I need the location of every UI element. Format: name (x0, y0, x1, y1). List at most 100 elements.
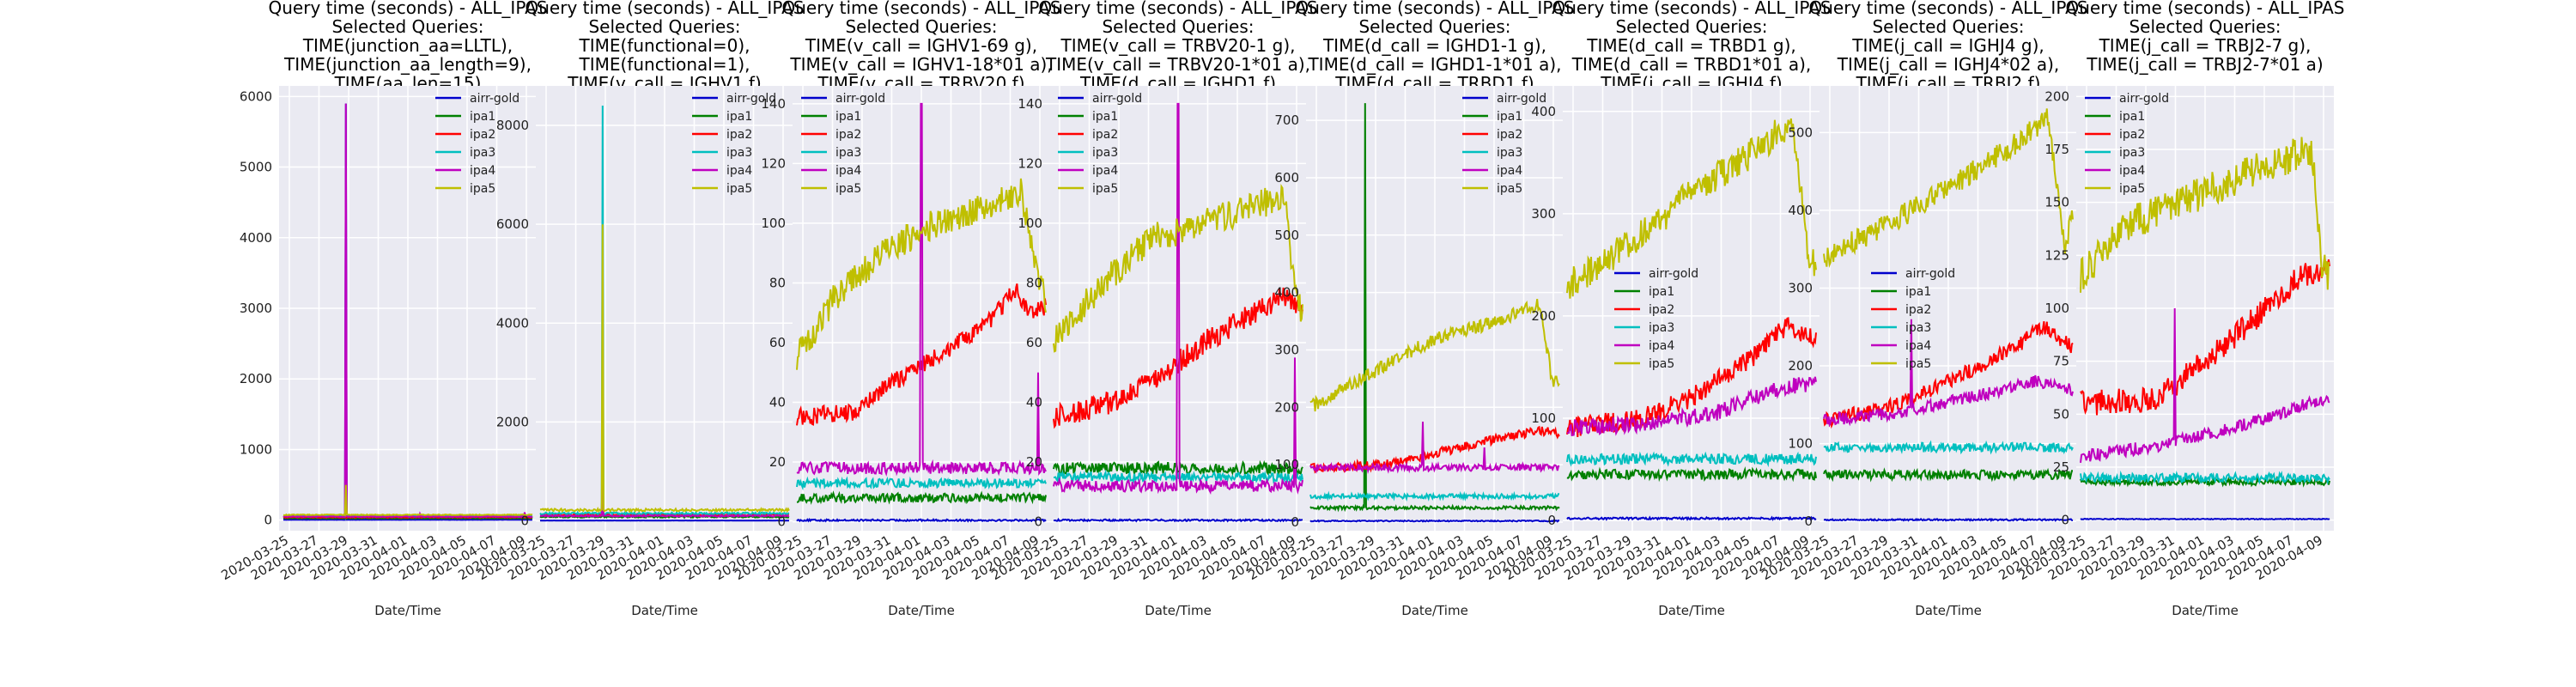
chart-title-line: Selected Queries: (1872, 16, 2024, 37)
x-axis-label: Date/Time (1401, 603, 1468, 618)
y-tick-label: 20 (769, 454, 786, 470)
legend-label: ipa3 (1905, 321, 1931, 335)
series-line-ipa4 (1309, 421, 1560, 475)
x-axis-label: Date/Time (631, 603, 698, 618)
legend: airr-gold ipa1 ipa2 ipa3 ipa4 ipa5 (435, 92, 519, 196)
series-line-ipa3 (1309, 490, 1560, 502)
series-line-ipa4 (2080, 307, 2330, 464)
legend-label: ipa5 (835, 182, 861, 196)
chart-title-line: TIME(functional=0), (579, 35, 750, 56)
y-tick-label: 60 (769, 335, 786, 350)
legend-label: ipa1 (1497, 110, 1522, 124)
legend-label: airr-gold (1092, 92, 1142, 106)
series-line-ipa2 (2080, 257, 2330, 416)
series-line-ipa5 (1566, 118, 1817, 299)
legend-label: airr-gold (470, 92, 519, 106)
legend-label: ipa2 (835, 128, 861, 142)
legend-label: ipa4 (1649, 339, 1674, 353)
chart-title-line: Query time (seconds) - ALL_IPAS (782, 0, 1061, 18)
y-tick-label: 100 (1531, 410, 1556, 426)
y-tick-label: 60 (1026, 335, 1042, 350)
legend: airr-gold ipa1 ipa2 ipa3 ipa4 ipa5 (1462, 92, 1546, 196)
legend-label: ipa1 (1649, 285, 1674, 299)
legend-label: ipa4 (835, 164, 861, 178)
legend: airr-gold ipa1 ipa2 ipa3 ipa4 ipa5 (2085, 92, 2169, 196)
legend-label: ipa2 (1905, 303, 1931, 317)
chart-title-line: Selected Queries: (1102, 16, 1254, 37)
y-tick-label: 700 (1274, 112, 1299, 128)
chart-title-line: Query time (seconds) - ALL_IPAS (1296, 0, 1575, 18)
x-axis-label: Date/Time (2172, 603, 2239, 618)
legend-label: ipa1 (835, 110, 861, 124)
y-tick-label: 8000 (496, 118, 529, 133)
y-tick-label: 120 (1018, 155, 1042, 171)
legend-label: ipa3 (470, 146, 495, 160)
legend-label: ipa1 (2119, 110, 2145, 124)
y-tick-label: 100 (761, 216, 786, 231)
legend: airr-gold ipa1 ipa2 ipa3 ipa4 ipa5 (1614, 267, 1698, 371)
y-tick-label: 0 (1547, 513, 1556, 528)
series-line-ipa4 (796, 102, 1047, 477)
x-axis-label: Date/Time (374, 603, 441, 618)
x-axis-label: Date/Time (888, 603, 955, 618)
y-tick-label: 0 (777, 514, 786, 530)
series-line-ipa4 (1823, 319, 2074, 428)
y-tick-label: 300 (1788, 280, 1813, 295)
legend: airr-gold ipa1 ipa2 ipa3 ipa4 ipa5 (1871, 267, 1955, 371)
chart-title-line: Query time (seconds) - ALL_IPAS (1809, 0, 2088, 18)
y-tick-label: 500 (1274, 228, 1299, 243)
legend-label: airr-gold (1649, 267, 1698, 281)
chart-title-line: TIME(d_call = IGHD1-1*01 a), (1307, 54, 1561, 75)
series-line-ipa3 (1053, 469, 1303, 484)
chart-title-line: TIME(junction_aa=LLTL), (302, 35, 513, 56)
legend-label: ipa1 (1092, 110, 1118, 124)
chart-title-line: TIME(d_call = TRBD1 g), (1586, 35, 1796, 56)
chart-title-line: TIME(d_call = IGHD1-1 g), (1322, 35, 1546, 56)
x-axis-label: Date/Time (1145, 603, 1212, 618)
legend-label: ipa5 (1092, 182, 1118, 196)
chart-panel-8: Query time (seconds) - ALL_IPASSelected … (2015, 0, 2344, 618)
legend-label: ipa3 (726, 146, 752, 160)
y-tick-label: 500 (1788, 125, 1813, 140)
chart-panel-7: Query time (seconds) - ALL_IPASSelected … (1759, 0, 2087, 618)
chart-title-line: TIME(v_call = IGHV1-69 g), (805, 35, 1037, 56)
series-line-ipa1 (1566, 466, 1817, 483)
y-tick-label: 6000 (240, 88, 272, 104)
y-tick-label: 0 (520, 513, 529, 528)
legend-label: ipa5 (1649, 357, 1674, 371)
legend-label: ipa2 (1497, 128, 1522, 142)
y-tick-label: 0 (264, 513, 272, 528)
y-tick-label: 80 (1026, 275, 1042, 290)
legend-label: airr-gold (835, 92, 885, 106)
y-tick-label: 600 (1274, 170, 1299, 185)
chart-title-line: TIME(v_call = IGHV1-18*01 a), (789, 54, 1052, 75)
chart-title-line: TIME(d_call = TRBD1*01 a), (1571, 54, 1812, 75)
series-line-ipa1 (1823, 467, 2073, 483)
legend-label: ipa4 (1497, 164, 1522, 178)
series-line-ipa5 (283, 484, 533, 517)
legend-label: ipa4 (1905, 339, 1931, 353)
chart-title-line: Query time (seconds) - ALL_IPAS (1552, 0, 1832, 18)
y-tick-label: 200 (1274, 399, 1299, 415)
chart-panel-4: Query time (seconds) - ALL_IPASSelected … (988, 0, 1317, 618)
legend-label: ipa3 (2119, 146, 2145, 160)
y-tick-label: 4000 (240, 230, 272, 246)
series-line-ipa1 (2080, 475, 2330, 488)
y-tick-label: 3000 (240, 301, 272, 316)
legend-label: ipa5 (1497, 182, 1522, 196)
chart-title-line: Query time (seconds) - ALL_IPAS (1039, 0, 1318, 18)
legend-label: ipa5 (470, 182, 495, 196)
legend-label: ipa1 (1905, 285, 1931, 299)
legend-label: ipa5 (2119, 182, 2145, 196)
legend-label: ipa5 (726, 182, 752, 196)
series-line-ipa4 (1566, 376, 1817, 436)
y-tick-label: 25 (2053, 459, 2069, 475)
chart-panel-6: Query time (seconds) - ALL_IPASSelected … (1502, 0, 1831, 618)
legend-label: ipa2 (470, 128, 495, 142)
chart-title-line: Selected Queries: (2129, 16, 2281, 37)
y-tick-label: 400 (1531, 104, 1556, 119)
series-line-ipa3 (796, 476, 1047, 491)
y-tick-label: 120 (761, 155, 786, 171)
series-line-ipa5 (1823, 108, 2074, 269)
series-line-ipa5 (1309, 298, 1560, 412)
